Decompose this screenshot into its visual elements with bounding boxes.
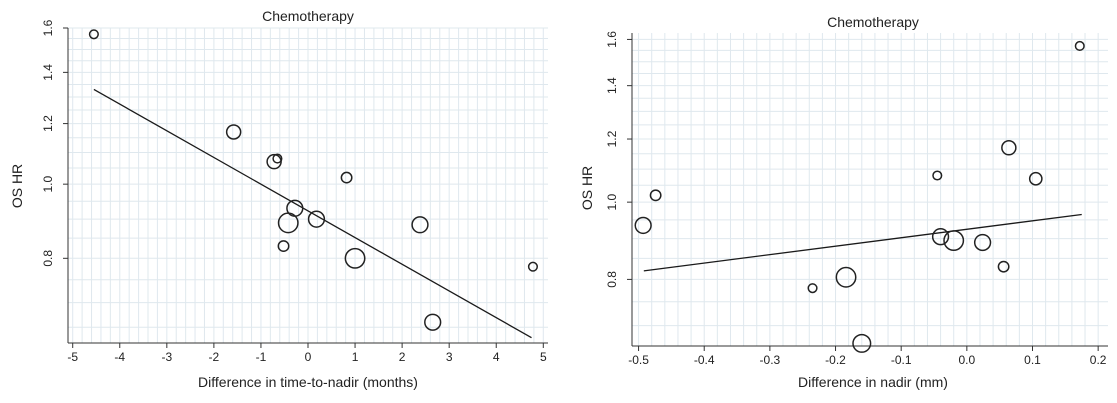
x-tick-label: -4 <box>114 350 125 364</box>
data-point <box>272 153 283 164</box>
data-point <box>307 210 326 228</box>
data-point <box>1028 171 1043 186</box>
x-tick-label: -0.3 <box>760 353 781 367</box>
y-axis-label: OS HR <box>9 164 25 208</box>
y-axis-label: OS HR <box>579 166 595 210</box>
y-tick-label: 1.0 <box>41 176 55 193</box>
data-point <box>807 283 818 294</box>
x-tick-label: -2 <box>209 350 220 364</box>
x-tick-label: 5 <box>540 350 547 364</box>
y-tick-label: 1.6 <box>41 19 55 36</box>
y-tick-label: 1.0 <box>605 193 619 210</box>
x-tick-label: -0.5 <box>628 353 649 367</box>
x-axis-label: Difference in time-to-nadir (months) <box>198 374 418 390</box>
x-tick-label: 0.0 <box>958 353 975 367</box>
fit-line <box>93 88 532 339</box>
y-tick-label: 0.8 <box>605 271 619 288</box>
chart-panel-2: -0.5 -0.4 -0.3 -0.2 -0.1 0.0 0.1 0.2 0.8 1.0 1.2 1.… <box>579 14 1108 390</box>
x-tick-label: 3 <box>446 350 453 364</box>
y-tick-label: 1.4 <box>605 77 619 94</box>
y-tick-label: 1.2 <box>605 130 619 147</box>
x-tick-label: -0.2 <box>825 353 846 367</box>
x-tick-label: -3 <box>161 350 172 364</box>
data-point <box>649 189 662 202</box>
data-point <box>344 247 366 269</box>
data-point <box>88 29 99 40</box>
data-point <box>527 261 538 272</box>
data-point <box>424 313 442 331</box>
data-point <box>340 171 353 184</box>
data-point <box>852 333 872 353</box>
data-point <box>931 228 950 246</box>
x-tick-label: -0.4 <box>694 353 715 367</box>
x-tick-label: 0 <box>305 350 312 364</box>
data-point <box>997 260 1010 273</box>
data-point <box>932 170 943 181</box>
data-point <box>277 240 290 253</box>
y-tick-label: 0.8 <box>41 250 55 267</box>
data-point <box>1074 40 1085 52</box>
x-tick-label: -5 <box>67 350 78 364</box>
x-tick-label: -0.1 <box>891 353 912 367</box>
x-tick-label: 0.2 <box>1090 353 1107 367</box>
x-tick-label: -1 <box>256 350 267 364</box>
chart-title: Chemotherapy <box>827 14 919 30</box>
y-tick-label: 1.2 <box>41 115 55 132</box>
data-point <box>835 266 857 288</box>
data-point <box>1001 140 1017 156</box>
x-tick-label: 4 <box>493 350 500 364</box>
y-tick-label: 1.4 <box>41 64 55 81</box>
x-tick-label: 1 <box>352 350 359 364</box>
y-tick-label: 1.6 <box>605 31 619 48</box>
x-tick-label: 2 <box>399 350 406 364</box>
x-axis-label: Difference in nadir (mm) <box>798 374 948 390</box>
data-point <box>225 124 242 140</box>
data-point <box>943 230 965 252</box>
data-point <box>411 216 429 234</box>
data-point <box>973 233 992 252</box>
x-tick-label: 0.1 <box>1024 353 1041 367</box>
chart-panel-1: -5 -4 -3 -2 -1 0 1 2 3 4 5 0.8 1.0 1.2 1.4 1.6 Chemother… <box>9 8 548 390</box>
data-point <box>634 216 652 235</box>
data-point <box>286 199 304 217</box>
chart-title: Chemotherapy <box>262 8 354 24</box>
fit-line <box>643 213 1082 272</box>
